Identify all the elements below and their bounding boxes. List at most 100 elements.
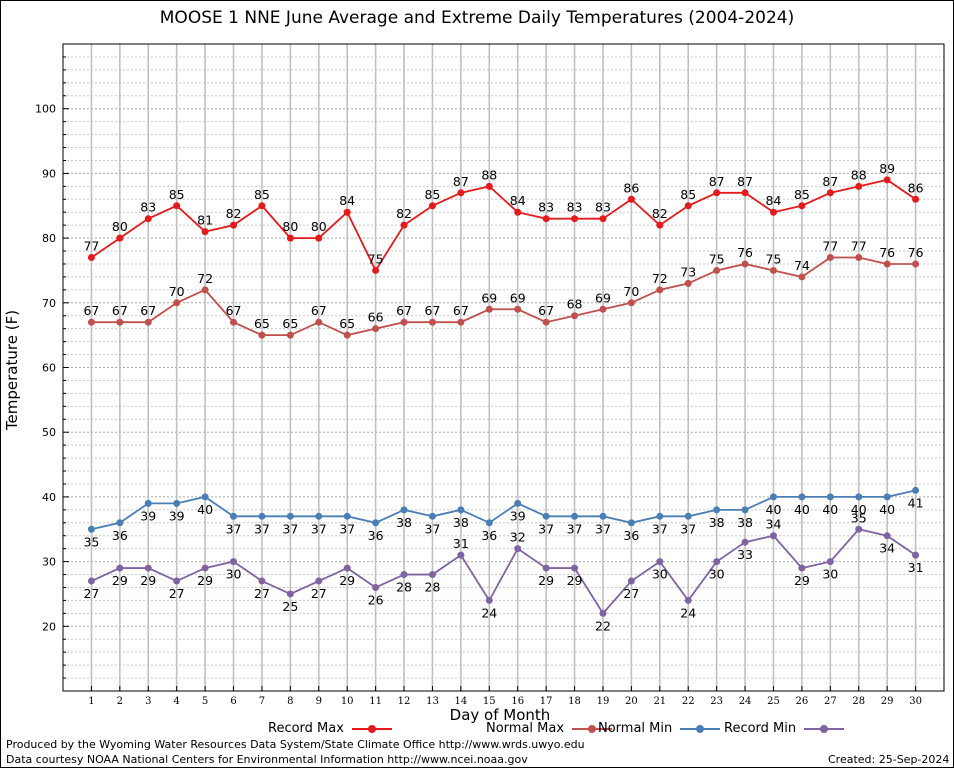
data-label: 30 bbox=[709, 567, 725, 582]
x-tick-label: 3 bbox=[145, 696, 151, 707]
data-point bbox=[116, 519, 124, 527]
x-tick-label: 8 bbox=[287, 696, 293, 707]
data-label: 37 bbox=[282, 521, 298, 536]
y-tick-label: 20 bbox=[42, 620, 56, 633]
data-label: 73 bbox=[680, 264, 696, 279]
data-point bbox=[883, 532, 891, 540]
data-point bbox=[87, 254, 95, 262]
y-tick-label: 70 bbox=[42, 297, 56, 310]
data-label: 85 bbox=[424, 187, 440, 202]
data-label: 77 bbox=[851, 239, 867, 254]
data-label: 67 bbox=[453, 303, 469, 318]
y-tick-label: 50 bbox=[42, 426, 56, 439]
data-label: 29 bbox=[567, 573, 583, 588]
data-point bbox=[428, 571, 436, 579]
data-label: 75 bbox=[709, 251, 725, 266]
data-point bbox=[769, 493, 777, 501]
data-point bbox=[542, 318, 550, 326]
x-tick-label: 4 bbox=[173, 696, 179, 707]
data-point bbox=[87, 577, 95, 585]
data-label: 38 bbox=[709, 515, 725, 530]
data-label: 83 bbox=[538, 200, 554, 215]
data-label: 84 bbox=[510, 193, 526, 208]
data-label: 87 bbox=[737, 174, 753, 189]
data-point bbox=[428, 202, 436, 210]
footer-produced-by: Produced by the Wyoming Water Resources … bbox=[6, 738, 585, 751]
data-label: 39 bbox=[140, 508, 156, 523]
data-point bbox=[428, 318, 436, 326]
data-point bbox=[400, 221, 408, 229]
data-point bbox=[372, 325, 380, 333]
data-point bbox=[826, 558, 834, 566]
data-point bbox=[713, 506, 721, 514]
data-point bbox=[400, 571, 408, 579]
data-label: 75 bbox=[368, 251, 384, 266]
data-label: 27 bbox=[623, 586, 639, 601]
data-label: 37 bbox=[652, 521, 668, 536]
data-label: 65 bbox=[339, 316, 355, 331]
data-label: 85 bbox=[254, 187, 270, 202]
data-point bbox=[485, 596, 493, 604]
data-label: 74 bbox=[794, 258, 810, 273]
data-point bbox=[173, 299, 181, 307]
data-label: 87 bbox=[453, 174, 469, 189]
data-label: 67 bbox=[538, 303, 554, 318]
data-point bbox=[571, 312, 579, 320]
data-point bbox=[571, 215, 579, 223]
data-label: 24 bbox=[680, 605, 696, 620]
data-label: 40 bbox=[879, 502, 895, 517]
x-tick-label: 26 bbox=[796, 696, 809, 707]
data-point bbox=[343, 331, 351, 339]
data-point bbox=[769, 266, 777, 274]
data-point bbox=[372, 266, 380, 274]
y-tick-label: 60 bbox=[42, 362, 56, 375]
data-point bbox=[144, 564, 152, 572]
data-point bbox=[230, 558, 238, 566]
data-point bbox=[315, 512, 323, 520]
data-point bbox=[656, 512, 664, 520]
data-point bbox=[542, 564, 550, 572]
legend-record-max: Record Max bbox=[268, 721, 392, 736]
data-point bbox=[343, 208, 351, 216]
data-point bbox=[883, 260, 891, 268]
data-point bbox=[457, 551, 465, 559]
data-point bbox=[627, 299, 635, 307]
data-label: 38 bbox=[453, 515, 469, 530]
data-point bbox=[883, 176, 891, 184]
data-point bbox=[514, 305, 522, 313]
data-label: 86 bbox=[908, 180, 924, 195]
data-point bbox=[912, 260, 920, 268]
data-point bbox=[173, 202, 181, 210]
data-label: 33 bbox=[737, 547, 753, 562]
data-point bbox=[542, 512, 550, 520]
data-point bbox=[855, 254, 863, 262]
x-tick-label: 2 bbox=[117, 696, 123, 707]
data-point bbox=[599, 512, 607, 520]
data-point bbox=[258, 512, 266, 520]
data-label: 27 bbox=[311, 586, 327, 601]
data-label: 80 bbox=[112, 219, 128, 234]
data-label: 40 bbox=[822, 502, 838, 517]
data-label: 68 bbox=[567, 297, 583, 312]
data-label: 26 bbox=[368, 592, 384, 607]
data-point bbox=[173, 499, 181, 507]
chart-title: MOOSE 1 NNE June Average and Extreme Dai… bbox=[159, 8, 795, 28]
x-axis-label: Day of Month bbox=[449, 706, 551, 724]
data-label: 82 bbox=[226, 206, 242, 221]
data-label: 69 bbox=[510, 290, 526, 305]
data-point bbox=[684, 596, 692, 604]
data-point bbox=[826, 254, 834, 262]
data-label: 28 bbox=[424, 580, 440, 595]
data-label: 82 bbox=[652, 206, 668, 221]
data-label: 30 bbox=[226, 567, 242, 582]
x-tick-label: 22 bbox=[682, 696, 695, 707]
x-tick-label: 18 bbox=[568, 696, 581, 707]
data-point bbox=[315, 577, 323, 585]
data-point bbox=[883, 493, 891, 501]
data-point bbox=[713, 189, 721, 197]
data-point bbox=[201, 286, 209, 294]
footer-created: Created: 25-Sep-2024 bbox=[828, 753, 950, 766]
data-label: 76 bbox=[737, 245, 753, 260]
data-label: 83 bbox=[567, 200, 583, 215]
